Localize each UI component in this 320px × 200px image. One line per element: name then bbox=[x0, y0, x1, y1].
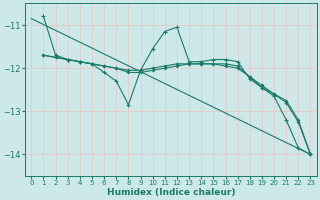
X-axis label: Humidex (Indice chaleur): Humidex (Indice chaleur) bbox=[107, 188, 235, 197]
